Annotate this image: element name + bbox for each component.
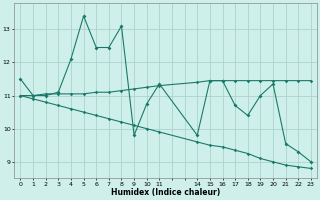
X-axis label: Humidex (Indice chaleur): Humidex (Indice chaleur) xyxy=(111,188,220,197)
